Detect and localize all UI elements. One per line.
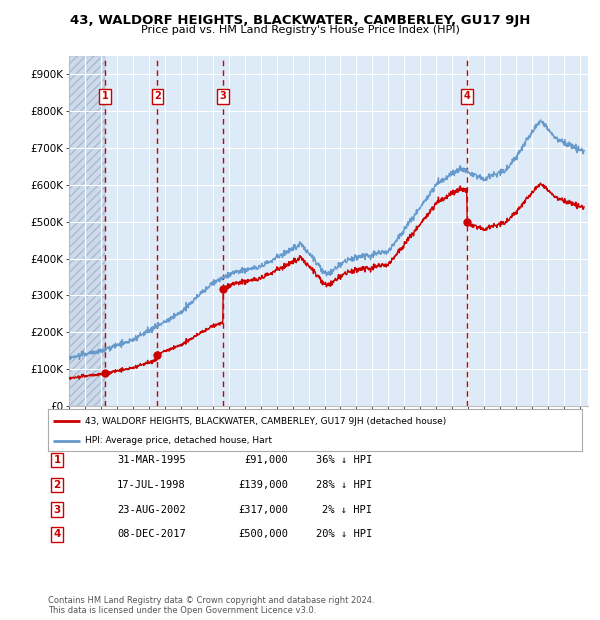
Text: 1: 1 bbox=[53, 455, 61, 465]
Text: £500,000: £500,000 bbox=[238, 529, 288, 539]
Text: 31-MAR-1995: 31-MAR-1995 bbox=[117, 455, 186, 465]
Text: 2: 2 bbox=[154, 91, 161, 101]
Text: Contains HM Land Registry data © Crown copyright and database right 2024.
This d: Contains HM Land Registry data © Crown c… bbox=[48, 596, 374, 615]
Text: 36% ↓ HPI: 36% ↓ HPI bbox=[316, 455, 372, 465]
Text: £91,000: £91,000 bbox=[244, 455, 288, 465]
Text: £139,000: £139,000 bbox=[238, 480, 288, 490]
Text: 4: 4 bbox=[464, 91, 470, 101]
Text: HPI: Average price, detached house, Hart: HPI: Average price, detached house, Hart bbox=[85, 436, 272, 445]
Text: 43, WALDORF HEIGHTS, BLACKWATER, CAMBERLEY, GU17 9JH (detached house): 43, WALDORF HEIGHTS, BLACKWATER, CAMBERL… bbox=[85, 417, 446, 425]
Text: 43, WALDORF HEIGHTS, BLACKWATER, CAMBERLEY, GU17 9JH: 43, WALDORF HEIGHTS, BLACKWATER, CAMBERL… bbox=[70, 14, 530, 27]
Text: 20% ↓ HPI: 20% ↓ HPI bbox=[316, 529, 372, 539]
Text: 3: 3 bbox=[220, 91, 226, 101]
Text: 28% ↓ HPI: 28% ↓ HPI bbox=[316, 480, 372, 490]
Text: 2: 2 bbox=[53, 480, 61, 490]
Text: £317,000: £317,000 bbox=[238, 505, 288, 515]
Text: 23-AUG-2002: 23-AUG-2002 bbox=[117, 505, 186, 515]
Bar bbox=[69, 56, 105, 406]
Text: 2% ↓ HPI: 2% ↓ HPI bbox=[322, 505, 372, 515]
Text: 1: 1 bbox=[101, 91, 109, 101]
Text: 08-DEC-2017: 08-DEC-2017 bbox=[117, 529, 186, 539]
Bar bbox=[69, 56, 105, 406]
Text: 3: 3 bbox=[53, 505, 61, 515]
Text: Price paid vs. HM Land Registry's House Price Index (HPI): Price paid vs. HM Land Registry's House … bbox=[140, 25, 460, 35]
Text: 4: 4 bbox=[53, 529, 61, 539]
Text: 17-JUL-1998: 17-JUL-1998 bbox=[117, 480, 186, 490]
